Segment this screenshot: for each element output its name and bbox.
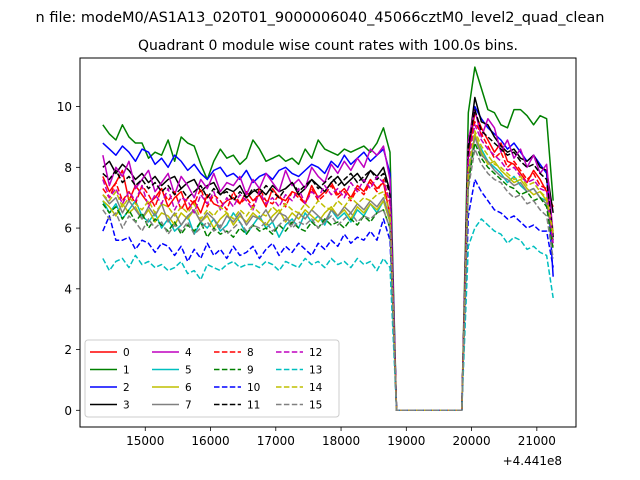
x-tick-label: 15000 bbox=[126, 434, 164, 448]
figure-suptitle: n file: modeM0/AS1A13_020T01_9000006040_… bbox=[36, 10, 605, 26]
legend-label-8: 8 bbox=[247, 347, 254, 359]
legend-label-7: 7 bbox=[185, 400, 192, 412]
series-line-15 bbox=[102, 148, 554, 412]
y-tick-label: 4 bbox=[64, 282, 72, 296]
legend-label-2: 2 bbox=[123, 382, 130, 394]
legend-label-13: 13 bbox=[309, 365, 322, 377]
series-line-7 bbox=[102, 136, 554, 412]
legend-label-11: 11 bbox=[247, 400, 260, 412]
plot-area: 15000 16000 17000 18000 19000 20000 21000 0 2 4 6… bbox=[57, 57, 577, 468]
y-tick-label: 8 bbox=[64, 161, 72, 175]
series-line-12 bbox=[102, 124, 554, 412]
y-axis: 0 2 4 6 8 10 bbox=[57, 100, 80, 418]
series-layer bbox=[102, 66, 554, 412]
series-line-14 bbox=[102, 130, 554, 412]
legend-label-3: 3 bbox=[123, 400, 130, 412]
x-axis: 15000 16000 17000 18000 19000 20000 21000 bbox=[126, 427, 556, 448]
x-tick-label: 18000 bbox=[322, 434, 360, 448]
series-line-1 bbox=[102, 66, 554, 412]
series-line-9 bbox=[102, 142, 554, 412]
legend-label-10: 10 bbox=[247, 382, 260, 394]
series-line-3 bbox=[102, 96, 554, 412]
x-tick-label: 20000 bbox=[452, 434, 490, 448]
x-tick-label: 17000 bbox=[257, 434, 295, 448]
legend-label-4: 4 bbox=[185, 347, 192, 359]
legend-label-5: 5 bbox=[185, 365, 192, 377]
legend-label-1: 1 bbox=[123, 365, 130, 377]
legend-label-0: 0 bbox=[123, 347, 130, 359]
series-line-8 bbox=[102, 121, 554, 412]
x-axis-offset-text: +4.441e8 bbox=[503, 454, 562, 468]
x-tick-label: 16000 bbox=[191, 434, 229, 448]
y-tick-label: 2 bbox=[64, 343, 72, 357]
y-tick-label: 6 bbox=[64, 222, 72, 236]
series-line-13 bbox=[102, 218, 554, 412]
axes-frame bbox=[79, 57, 577, 428]
series-line-4 bbox=[102, 108, 554, 412]
legend-label-14: 14 bbox=[309, 382, 323, 394]
y-tick-label: 10 bbox=[57, 100, 72, 114]
x-tick-label: 19000 bbox=[387, 434, 425, 448]
legend-box bbox=[84, 339, 340, 418]
y-tick-label: 0 bbox=[64, 404, 72, 418]
series-line-11 bbox=[102, 108, 554, 412]
series-line-10 bbox=[102, 178, 554, 412]
x-tick-label: 21000 bbox=[518, 434, 556, 448]
series-line-2 bbox=[102, 105, 554, 412]
legend-label-12: 12 bbox=[309, 347, 322, 359]
legend-label-9: 9 bbox=[247, 365, 254, 377]
chart-title: Quadrant 0 module wise count rates with … bbox=[138, 38, 518, 54]
legend-label-15: 15 bbox=[309, 400, 322, 412]
legend-label-6: 6 bbox=[185, 382, 192, 394]
